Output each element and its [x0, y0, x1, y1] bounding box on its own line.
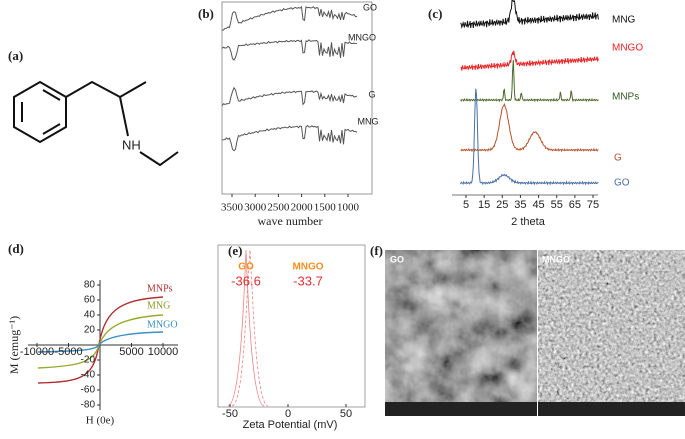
x-tick-label: 1000 [337, 202, 360, 214]
image-label: MNGO [542, 254, 570, 264]
annotation-value: -36.6 [231, 273, 261, 288]
x-tick-label: 2500 [267, 202, 290, 214]
y-tick-label: 80 [84, 280, 96, 291]
annotation-value: -33.7 [293, 273, 323, 288]
panel-label: (b) [198, 6, 214, 21]
info-bar [385, 402, 685, 416]
y-tick-label: -20 [81, 355, 96, 366]
x-tick-label: 3000 [244, 202, 267, 214]
ftir-curve [221, 5, 358, 31]
plot-frame [221, 1, 373, 195]
x-tick-label: 35 [514, 199, 526, 211]
curve-label: MNG [358, 116, 379, 126]
x-axis-label: 2 theta [511, 216, 546, 228]
x-tick-label: 45 [532, 199, 544, 211]
y-tick-label: -60 [81, 385, 96, 396]
xrd-curves [460, 0, 599, 186]
zeta-curves [227, 249, 269, 407]
curve-label: MNGO [147, 319, 178, 330]
x-tick-label: 1500 [314, 202, 337, 214]
curve-label: GO [614, 178, 630, 189]
xrd-curve [460, 59, 599, 103]
curve-label: MNPs [147, 283, 173, 294]
x-tick-label: 65 [569, 199, 581, 211]
ftir-curves [221, 5, 358, 152]
annotation-name: GO [238, 262, 254, 273]
plot-frame [217, 244, 366, 408]
xrd-curve [460, 88, 599, 186]
ftir-curve [221, 86, 358, 107]
curve-label: MNG [147, 300, 170, 311]
xrd-curve [460, 0, 599, 30]
x-tick-label: -5000 [54, 346, 82, 358]
y-tick-label: 60 [84, 295, 96, 306]
x-tick-label: 3500 [221, 202, 244, 214]
curve-label: G [614, 153, 622, 164]
panel-label: (c) [428, 6, 442, 21]
y-axis-label: M (emug⁻¹) [7, 316, 21, 374]
x-tick-label: 50 [340, 408, 352, 420]
x-tick-label: 5 [463, 199, 469, 211]
panel-label: (f) [370, 243, 383, 258]
x-tick-label: 55 [551, 199, 563, 211]
y-tick-label: -40 [81, 370, 96, 381]
curve-label: MNGO [612, 43, 643, 54]
x-tick-label: 10000 [148, 346, 179, 358]
x-tick-label: 15 [478, 199, 490, 211]
curve-label: MNGO [348, 32, 376, 42]
x-tick-label: 5000 [119, 346, 143, 358]
sem-image [538, 250, 685, 416]
ftir-curve [221, 124, 358, 152]
xrd-curve [460, 50, 599, 71]
xrd-curve [460, 102, 599, 153]
x-tick-label: -10000 [20, 346, 54, 358]
curve-label: G [368, 89, 375, 99]
ftir-curve [221, 39, 358, 61]
image-label: GO [390, 254, 404, 264]
y-tick-label: -80 [81, 400, 96, 411]
x-tick-label: 0 [285, 408, 291, 420]
magnetization-curves [37, 296, 164, 384]
y-tick-label: 20 [84, 325, 96, 336]
sem-image [385, 250, 537, 416]
x-tick-label: 25 [496, 199, 508, 211]
x-axis-label: wave number [258, 214, 323, 228]
annotation-name: MNGO [292, 262, 323, 273]
panel-label: (d) [8, 241, 24, 256]
panel-label: (e) [228, 243, 242, 258]
curve-label: MNG [612, 15, 636, 26]
atom-label: NH [122, 137, 141, 152]
x-tick-label: 75 [587, 199, 599, 211]
x-axis-label: Zeta Potential (mV) [243, 419, 338, 431]
x-tick-label: -50 [222, 408, 238, 420]
curve-label: GO [363, 2, 377, 12]
panel-label: (a) [8, 48, 23, 63]
y-tick-label: 40 [84, 310, 96, 321]
curve-label: MNPs [612, 92, 639, 103]
x-tick-label: 2000 [291, 202, 314, 214]
molecule [13, 80, 179, 167]
x-axis-label: H (0e) [86, 415, 115, 427]
